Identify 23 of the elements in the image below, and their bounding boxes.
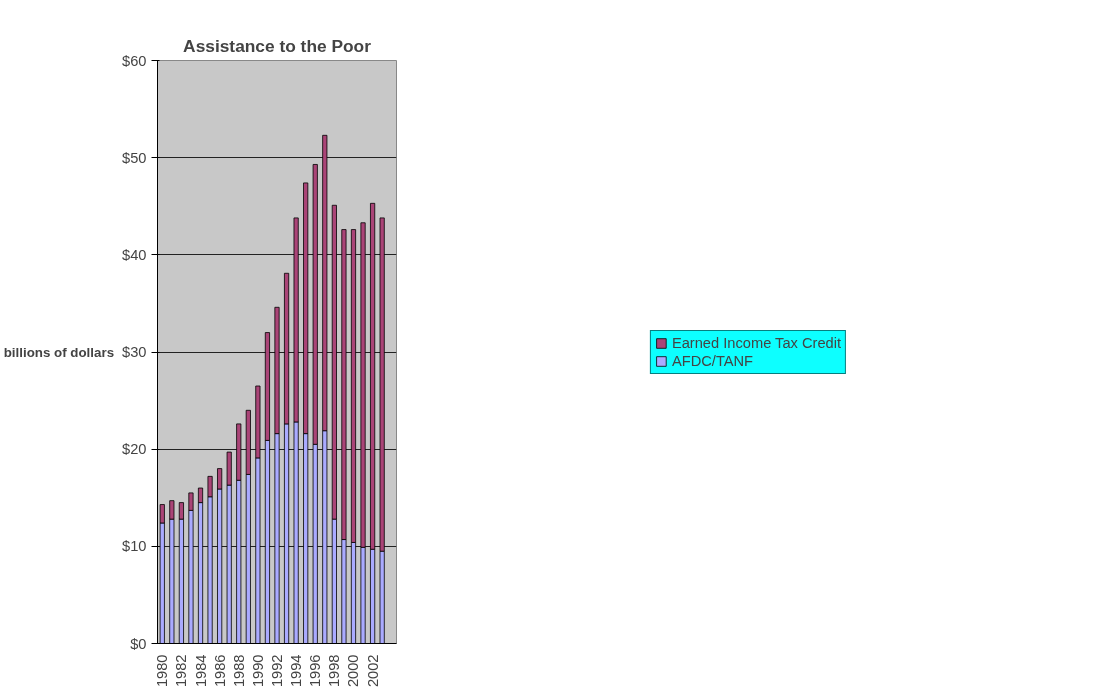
x-tick-label: 1982 [173,654,190,688]
y-tick-label: $60 [122,52,147,69]
y-tick-label: $10 [122,538,147,555]
chart-title: Assistance to the Poor [183,35,372,56]
x-tick-label: 2000 [345,654,362,688]
x-tick-label: 1992 [269,654,285,688]
x-tick-label: 1980 [154,654,171,688]
legend-label: AFDC/TANF [671,352,754,369]
x-tick-label: 1988 [230,654,247,688]
y-tick-label: $20 [122,441,147,458]
y-tick-label: $40 [122,246,147,263]
y-tick-label: $0 [130,635,147,652]
x-tick-label: 1990 [249,654,266,688]
y-axis-title: billions of dollars [3,344,115,360]
x-tick-label: 1984 [192,654,209,688]
y-tick-label: $50 [122,149,147,166]
x-tick-label: 1994 [288,654,305,688]
x-tick-label: 1998 [326,654,343,688]
legend-label: Earned Income Tax Credit [671,334,842,351]
x-tick-label: 2002 [364,654,381,688]
x-tick-label: 1986 [211,654,228,688]
y-tick-label: $30 [122,344,147,360]
x-tick-label: 1996 [307,654,324,688]
